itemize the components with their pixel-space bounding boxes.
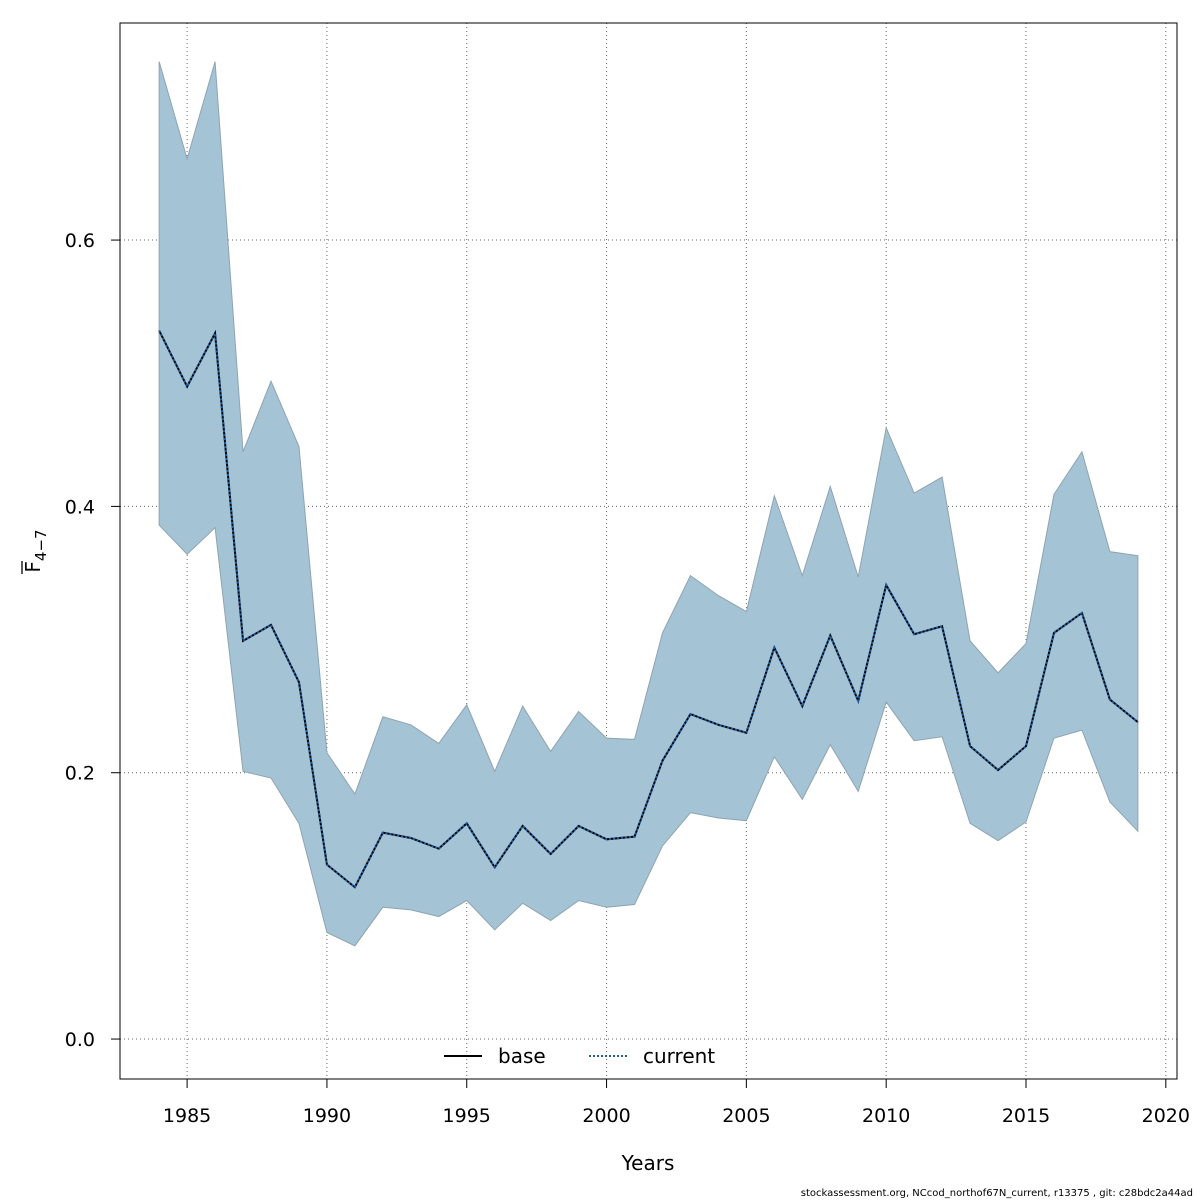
footer-credit: stockassessment.org, NCcod_northof67N_cu…: [801, 1188, 1193, 1199]
y-axis-title-subscript: 4−7: [32, 529, 50, 561]
x-tick-label-1990: 1990: [303, 1105, 351, 1127]
legend-label-current: current: [643, 1044, 715, 1068]
x-axis-title: Years: [621, 1151, 675, 1175]
x-tick-label-1985: 1985: [163, 1105, 211, 1127]
legend: base current: [444, 1044, 715, 1068]
legend-label-base: base: [498, 1044, 546, 1068]
axes: 1985 1990 1995 2000 2005 2010 2015 2020 0.0 0.2 0.…: [65, 230, 1190, 1127]
y-axis-title-group: F4−7: [21, 529, 50, 574]
confidence-band: [158, 61, 1139, 947]
confidence-band-layer: [158, 61, 1139, 947]
y-tick-label-0.4: 0.4: [65, 496, 95, 518]
series-layer: [158, 329, 1139, 889]
y-tick-label-0.0: 0.0: [65, 1029, 95, 1051]
x-tick-label-2005: 2005: [722, 1105, 770, 1127]
y-tick-label-0.2: 0.2: [65, 763, 95, 785]
y-axis-title: F4−7: [21, 529, 50, 572]
x-tick-label-2000: 2000: [582, 1105, 630, 1127]
x-tick-label-1995: 1995: [443, 1105, 491, 1127]
x-tick-label-2020: 2020: [1142, 1105, 1190, 1127]
series-line-current: [158, 329, 1139, 889]
x-tick-label-2015: 2015: [1002, 1105, 1050, 1127]
x-tick-label-2010: 2010: [862, 1105, 910, 1127]
y-tick-label-0.6: 0.6: [65, 230, 95, 252]
y-axis-title-main: F: [21, 561, 45, 573]
